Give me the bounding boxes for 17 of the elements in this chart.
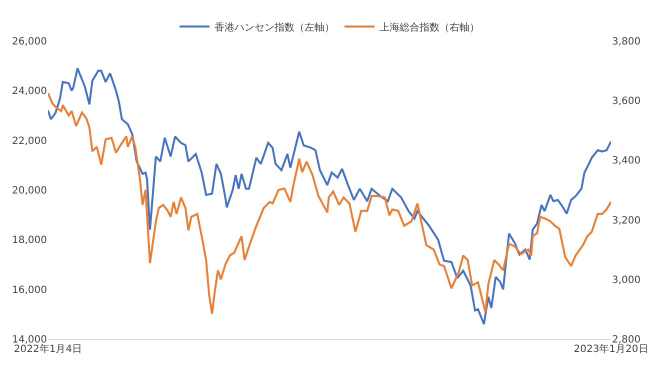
y2-tick-label: 3,800: [612, 36, 641, 48]
legend-label: 上海総合指数（右軸）: [380, 21, 480, 34]
x-tick-label: 2023年1月20日: [574, 343, 648, 355]
y-tick-label: 16,000: [12, 284, 47, 296]
y-tick-label: 24,000: [12, 86, 47, 98]
y-tick-label: 20,000: [12, 186, 47, 196]
y2-tick-label: 3,200: [612, 215, 641, 226]
y2-tick-label: 3,000: [612, 274, 641, 286]
y-tick-label: 22,000: [12, 136, 47, 147]
y-tick-label: 14,000: [12, 334, 47, 346]
y-tick-label: 26,000: [12, 36, 47, 48]
legend-label: 香港ハンセン指数（左軸）: [214, 21, 334, 34]
y2-tick-label: 3,600: [612, 96, 641, 108]
y2-tick-label: 3,400: [612, 156, 641, 167]
y2-tick-label: 2,800: [612, 334, 641, 346]
x-tick-label: 2022年1月4日: [14, 343, 82, 355]
y-tick-label: 18,000: [12, 235, 47, 246]
